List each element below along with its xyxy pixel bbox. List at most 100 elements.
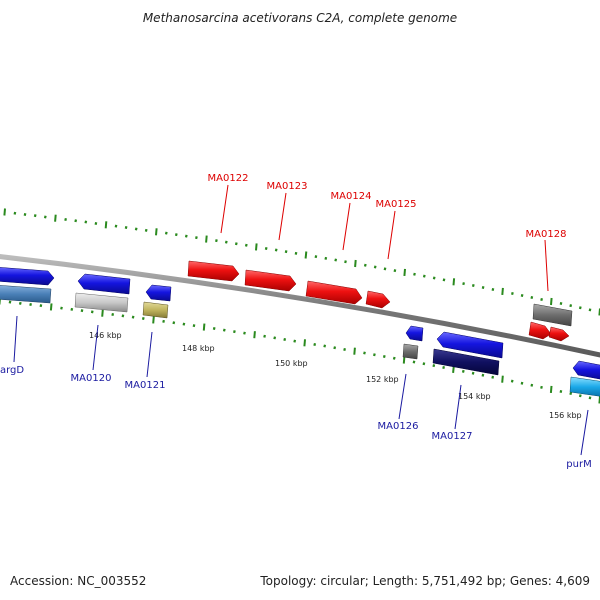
minor-tick <box>569 392 573 396</box>
minor-tick <box>114 224 118 228</box>
minor-tick <box>13 211 17 215</box>
minor-tick <box>60 306 63 310</box>
gene-track-block[interactable] <box>142 301 169 319</box>
gene-MA0125[interactable]: MA0125 <box>365 199 416 309</box>
major-tick <box>255 243 258 251</box>
minor-tick <box>263 334 266 338</box>
major-tick <box>202 323 206 331</box>
label-leader-line <box>146 331 153 378</box>
minor-tick <box>233 330 236 334</box>
gene-arrow[interactable] <box>305 280 363 305</box>
label-leader-line <box>13 315 18 363</box>
minor-tick <box>422 274 426 278</box>
minor-tick <box>412 360 416 364</box>
gene-MA0127[interactable]: MA0127 <box>432 331 504 442</box>
gene-arrow[interactable] <box>572 360 600 380</box>
minor-tick <box>215 239 218 243</box>
minor-tick <box>588 308 592 312</box>
minor-tick <box>540 297 543 301</box>
label-leader-line <box>278 192 287 241</box>
gene-track-block[interactable] <box>569 376 600 397</box>
major-tick <box>155 228 158 236</box>
gene-label: MA0122 <box>208 173 249 184</box>
gene-label: argD <box>0 365 24 376</box>
neighbor-gene-block[interactable] <box>532 303 573 327</box>
minor-tick <box>244 243 248 247</box>
gene-track-block[interactable] <box>402 343 419 360</box>
scale-label-148: 148 kbp <box>182 344 215 353</box>
major-tick <box>253 331 256 339</box>
gene-arrow[interactable] <box>244 269 297 292</box>
gene-arrow[interactable] <box>365 290 391 309</box>
gene-MA0123[interactable]: MA0123 <box>244 181 307 292</box>
gene-MA0126[interactable]: MA0126 <box>378 325 424 432</box>
minor-tick <box>471 284 475 288</box>
major-tick <box>403 268 406 276</box>
gene-arrow[interactable] <box>528 321 552 340</box>
minor-tick <box>264 246 268 250</box>
gene-arrow[interactable] <box>0 267 55 286</box>
gene-label: purM <box>566 459 591 470</box>
major-tick <box>549 385 553 393</box>
gene-arrow[interactable] <box>405 325 424 342</box>
upper-tick-track <box>3 208 600 316</box>
gene-track-block[interactable] <box>432 348 500 376</box>
scale-label-156: 156 kbp <box>549 411 582 420</box>
gene-MA0121[interactable]: MA0121 <box>125 284 172 391</box>
gene-arrow[interactable] <box>436 331 504 359</box>
label-leader-line <box>398 373 407 420</box>
minor-tick <box>121 314 125 318</box>
minor-tick <box>144 228 148 232</box>
minor-tick <box>162 319 165 323</box>
minor-tick <box>559 302 563 306</box>
minor-tick <box>243 331 246 335</box>
minor-tick <box>432 364 436 368</box>
minor-tick <box>569 304 573 308</box>
gene-MA0124[interactable]: MA0124 <box>305 191 372 305</box>
gene-arrow[interactable] <box>77 273 131 295</box>
minor-tick <box>18 301 22 305</box>
gene-MA0128[interactable]: MA0128 <box>526 229 573 342</box>
gene-label: MA0127 <box>432 431 473 442</box>
gene-track-block[interactable] <box>0 285 52 304</box>
label-leader-line <box>454 384 462 430</box>
minor-tick <box>94 221 98 225</box>
gene-label: MA0124 <box>331 191 372 202</box>
minor-tick <box>39 304 43 308</box>
accession-text: Accession: NC_003552 <box>10 574 146 588</box>
gene-MA0122[interactable]: MA0122 <box>187 173 249 282</box>
minor-tick <box>363 263 367 267</box>
major-tick <box>501 375 504 383</box>
minor-tick <box>90 310 94 314</box>
minor-tick <box>222 328 226 332</box>
minor-tick <box>29 302 32 306</box>
label-leader-line <box>92 324 99 371</box>
major-tick <box>49 303 53 311</box>
minor-tick <box>491 375 495 379</box>
minor-tick <box>481 373 485 377</box>
minor-tick <box>511 291 514 295</box>
gene-arrow[interactable] <box>187 260 240 282</box>
minor-tick <box>84 220 88 224</box>
minor-tick <box>471 371 475 375</box>
minor-tick <box>383 267 387 271</box>
minor-tick <box>64 217 67 221</box>
gene-arrow-secondary[interactable] <box>548 326 570 342</box>
minor-tick <box>333 346 337 350</box>
minor-tick <box>578 394 582 398</box>
major-tick <box>104 221 108 229</box>
minor-tick <box>520 381 524 385</box>
gene-track-block[interactable] <box>74 292 129 313</box>
minor-tick <box>578 306 582 310</box>
gene-argD[interactable]: argD <box>0 267 55 376</box>
gene-MA0120[interactable]: MA0120 <box>71 273 131 384</box>
major-tick <box>303 339 306 347</box>
gene-purM[interactable]: purM <box>566 360 600 470</box>
gene-arrow[interactable] <box>145 284 172 302</box>
minor-tick <box>212 327 216 331</box>
minor-tick <box>413 272 416 276</box>
minor-tick <box>373 353 376 357</box>
major-tick <box>402 356 406 364</box>
major-tick <box>353 347 356 355</box>
